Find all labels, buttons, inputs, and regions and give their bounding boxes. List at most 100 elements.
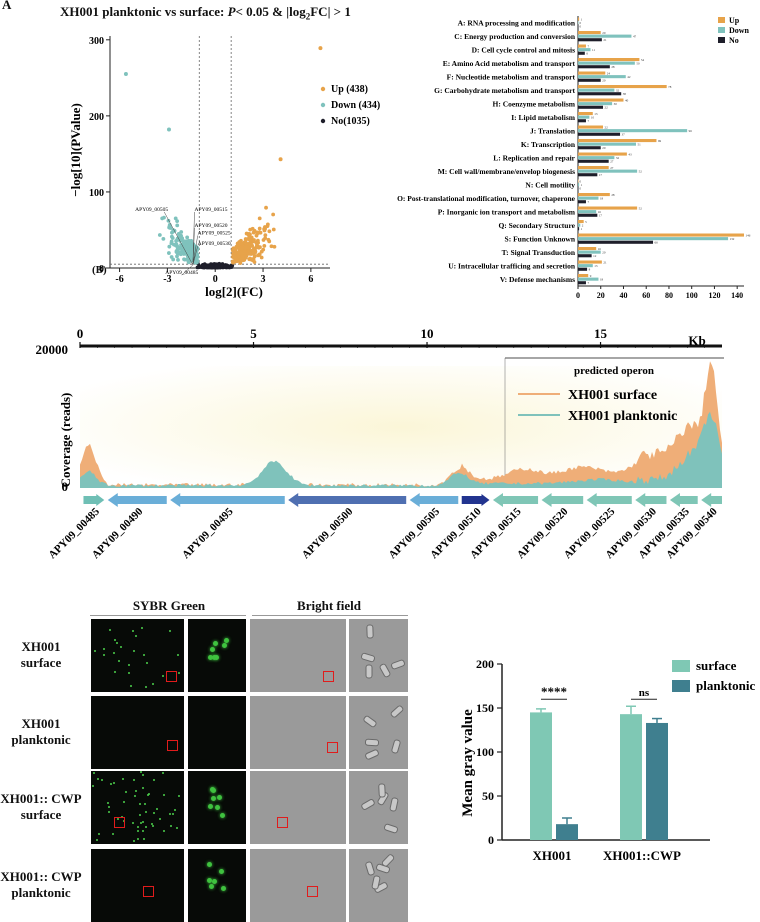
mean-gray-bar-planktonic	[646, 722, 668, 840]
cog-bar-no	[578, 78, 601, 82]
fluorescent-speck	[122, 778, 124, 780]
cog-bar-no	[578, 254, 592, 258]
volcano-point-down	[185, 235, 190, 240]
row-label-strain: XH001	[21, 716, 61, 731]
cog-bar-no	[578, 51, 585, 55]
volcano-point-up	[242, 249, 247, 253]
cog-bar-down	[578, 196, 599, 200]
row-label-strain: XH001:: CWP	[0, 791, 82, 806]
volcano-point-up	[255, 231, 260, 236]
volcano-point-down	[168, 226, 173, 230]
volcano-xtick-label: -3	[163, 274, 171, 285]
cog-bar-down	[578, 250, 601, 254]
coverage-panel: 0 5 10 15 XH001 surface XH001 planktonic APY09…	[36, 326, 724, 561]
mean-gray-ytick-label: 50	[482, 789, 494, 803]
volcano-point-no	[229, 265, 234, 270]
volcano-point-down	[171, 229, 176, 234]
cog-bar-value: 146	[746, 234, 751, 238]
cog-bar-up	[578, 152, 627, 156]
cog-bar-down	[578, 102, 613, 106]
cog-bar-value: 12	[593, 254, 597, 258]
cog-bar-value: 8	[589, 268, 591, 272]
cog-bar-no	[578, 240, 654, 244]
bacterium-cell	[383, 823, 399, 834]
bacterium-cell	[364, 748, 380, 761]
cog-bar-value: 10	[591, 116, 595, 120]
kb-tick-label: 10	[421, 326, 434, 341]
col-header-brightfield-rule	[252, 615, 408, 616]
fluorescent-speck	[141, 627, 143, 629]
volcano-xtick-label: 0	[213, 274, 218, 285]
fluorescent-speck	[156, 808, 158, 810]
fluorescent-speck	[178, 672, 180, 674]
mean-gray-legend-label: planktonic	[696, 678, 755, 693]
sybr-green-image	[91, 771, 184, 844]
gene-arrow	[461, 494, 490, 506]
fluorescent-speck	[110, 783, 112, 785]
fluorescent-speck	[101, 779, 103, 781]
fluorescent-speck	[142, 774, 144, 776]
fluorescent-cell	[211, 788, 216, 793]
fluorescent-speck	[96, 839, 98, 841]
cog-xtick-label: 120	[708, 291, 720, 300]
col-header-sybr-rule	[90, 615, 246, 616]
gene-arrow	[541, 493, 584, 507]
volcano-point-no	[214, 265, 218, 270]
gene-arrow	[83, 494, 105, 506]
fluorescent-cell	[222, 643, 227, 648]
volcano-point-up	[257, 216, 262, 221]
cog-bar-value: 52	[639, 170, 643, 174]
volcano-point-up	[259, 255, 264, 260]
kb-tick-label: 5	[250, 326, 257, 341]
volcano-legend-label: Up (438)	[331, 84, 368, 95]
volcano-point-up	[230, 259, 235, 264]
cog-bar-value: 22	[605, 106, 609, 110]
volcano-point-up	[248, 251, 252, 256]
fluorescent-speck	[148, 793, 150, 795]
volcano-point-down	[160, 216, 165, 221]
cog-bar-up	[578, 233, 744, 237]
cog-category-label: T: Signal Transduction	[502, 248, 576, 257]
cog-bar-up	[578, 260, 602, 264]
fluorescent-speck	[94, 650, 96, 652]
volcano-legend-marker	[320, 86, 326, 92]
fluorescent-speck	[103, 648, 105, 650]
cog-bar-value: 1	[581, 18, 583, 22]
fluorescent-speck	[114, 639, 116, 641]
kb-tick-label: 0	[77, 326, 84, 341]
bright-field-image	[250, 771, 346, 844]
fluorescent-cell	[220, 813, 225, 818]
cog-bar-value: 16	[598, 247, 602, 251]
cog-bar-up	[578, 125, 604, 129]
fluorescent-speck	[117, 818, 119, 820]
cog-bar-up	[578, 179, 579, 183]
cog-bar-no	[578, 227, 580, 231]
fluorescent-speck	[132, 630, 134, 632]
bacterium-cell	[364, 738, 380, 747]
fluorescent-speck	[98, 833, 100, 835]
cog-bar-value: 0	[580, 21, 582, 25]
volcano-ytick-label: 300	[89, 36, 104, 47]
gene-label: APY09_00495	[180, 505, 236, 561]
volcano-point-up	[238, 261, 243, 265]
cog-bar-value: 24	[607, 72, 611, 76]
mean-gray-bar-surface	[620, 714, 642, 840]
cog-category-label: E: Amino Acid metabolism and transport	[443, 59, 576, 68]
volcano-point-up	[256, 253, 261, 258]
bright-field-image	[349, 696, 408, 769]
mean-gray-ytick-label: 100	[476, 745, 494, 759]
cog-bar-down	[578, 48, 591, 52]
fluorescent-speck	[139, 803, 141, 805]
cog-legend-label: Down	[729, 26, 750, 35]
volcano-gene-label: APY09_00505	[135, 207, 168, 213]
cog-bar-no	[578, 38, 602, 42]
cog-bar-value: 20	[602, 79, 606, 83]
fluorescent-cell	[208, 804, 213, 809]
fluorescent-cell	[224, 638, 229, 643]
volcano-point-up	[272, 244, 277, 249]
fluorescent-speck	[118, 660, 120, 662]
mean-gray-ytick-label: 0	[488, 833, 494, 847]
gene-arrow	[701, 493, 722, 507]
volcano-gene-label: APY09_00530	[198, 241, 231, 247]
